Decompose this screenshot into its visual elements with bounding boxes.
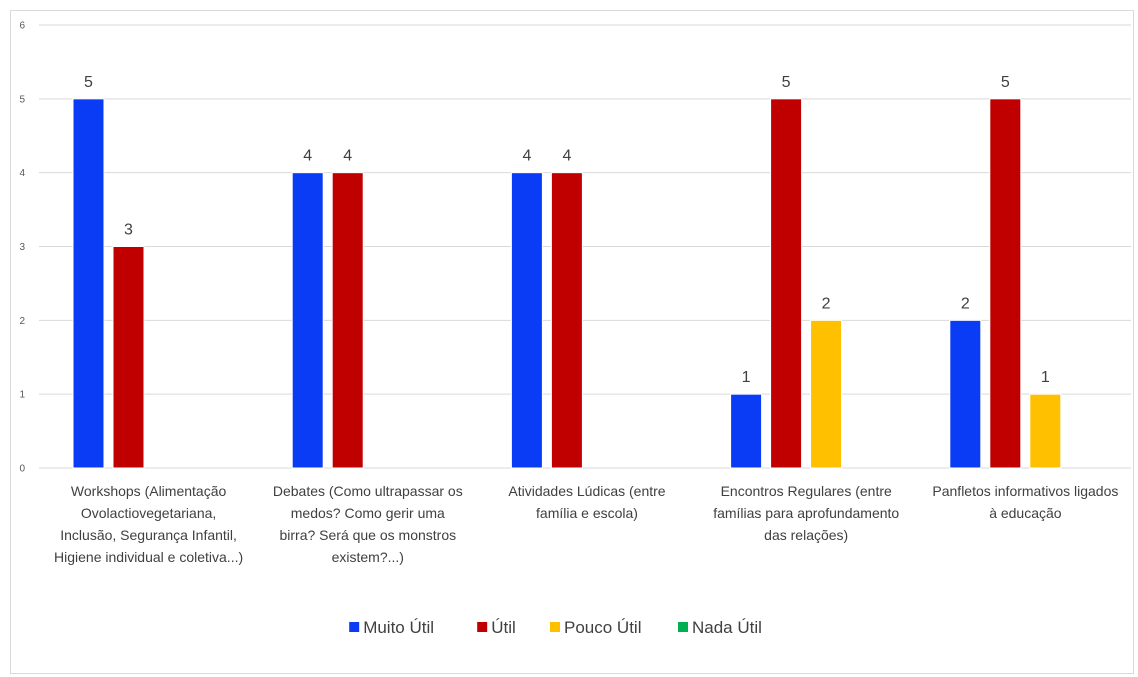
bar xyxy=(291,172,324,469)
bar xyxy=(989,98,1022,469)
bar xyxy=(331,172,364,469)
data-label: 1 xyxy=(1041,369,1050,386)
data-label: 4 xyxy=(522,148,531,165)
category-label-line: Higiene individual e coletiva...) xyxy=(54,549,243,565)
bar xyxy=(949,319,982,469)
y-tick-label: 5 xyxy=(19,94,25,105)
bars xyxy=(72,98,1062,469)
category-label-line: Atividades Lúdicas (entre xyxy=(508,483,665,499)
category-label-line: birra? Será que os monstros xyxy=(279,527,456,543)
category-label: Encontros Regulares (entre famílias para … xyxy=(713,483,899,543)
data-label: 5 xyxy=(1001,74,1010,91)
data-label: 5 xyxy=(84,74,93,91)
category-label-line: famílias para aprofundamento xyxy=(713,505,899,521)
legend-swatch xyxy=(678,622,688,632)
category-label-line: Encontros Regulares (entre xyxy=(721,483,892,499)
category-label-line: das relações) xyxy=(764,527,848,543)
category-label: Atividades Lúdicas (entre família e escol… xyxy=(508,483,665,521)
legend-label: Pouco Útil xyxy=(564,618,641,637)
bar xyxy=(1029,393,1062,469)
category-label: Debates (Como ultrapassar os medos? Como … xyxy=(273,483,463,565)
data-label: 3 xyxy=(124,222,133,239)
y-tick-label: 0 xyxy=(19,464,25,475)
bar xyxy=(810,319,843,469)
category-label: Workshops (Alimentação Ovolactiovegetaria… xyxy=(54,483,243,565)
y-tick-label: 4 xyxy=(19,168,25,179)
y-tick-label: 3 xyxy=(19,242,25,253)
category-label-line: família e escola) xyxy=(536,505,638,521)
data-label: 4 xyxy=(303,148,312,165)
chart-frame: 0 1 2 3 4 5 6 5 3 4 4 4 4 1 5 2 2 5 1 Workshops (Alimenta… xyxy=(10,10,1134,674)
legend-swatch xyxy=(550,622,560,632)
data-label: 1 xyxy=(742,369,751,386)
bar xyxy=(112,246,145,469)
category-label-line: existem?...) xyxy=(332,549,404,565)
data-label: 2 xyxy=(822,295,831,312)
category-label-line: Ovolactiovegetariana, xyxy=(81,505,216,521)
legend-swatch xyxy=(477,622,488,632)
bar xyxy=(770,98,803,469)
bar xyxy=(510,172,543,469)
data-label: 5 xyxy=(782,74,791,91)
legend-label: Nada Útil xyxy=(692,618,762,637)
category-label-line: Panfletos informativos ligados xyxy=(932,483,1118,499)
y-axis-ticks: 0 1 2 3 4 5 6 xyxy=(19,21,25,475)
data-labels: 5 3 4 4 4 4 1 5 2 2 5 1 xyxy=(84,74,1050,386)
category-label: Panfletos informativos ligados à educação xyxy=(932,483,1118,521)
category-label-line: Debates (Como ultrapassar os xyxy=(273,483,463,499)
category-label-line: medos? Como gerir uma xyxy=(291,505,445,521)
bar xyxy=(550,172,583,469)
legend-label: Muito Útil xyxy=(363,618,434,637)
legend-label: Útil xyxy=(491,618,516,637)
category-label-line: à educação xyxy=(989,505,1062,521)
y-tick-label: 1 xyxy=(19,390,25,401)
gridlines xyxy=(39,24,1131,469)
y-tick-label: 2 xyxy=(19,316,25,327)
y-tick-label: 6 xyxy=(19,21,25,32)
legend: Muito Útil Útil Pouco Útil Nada Útil xyxy=(349,618,762,637)
data-label: 4 xyxy=(562,148,571,165)
data-label: 4 xyxy=(343,148,352,165)
bar xyxy=(72,98,105,469)
category-label-line: Workshops (Alimentação xyxy=(71,483,227,499)
data-label: 2 xyxy=(961,295,970,312)
category-labels: Workshops (Alimentação Ovolactiovegetaria… xyxy=(54,483,1118,565)
category-label-line: Inclusão, Segurança Infantil, xyxy=(60,527,237,543)
legend-swatch xyxy=(349,622,360,632)
bar-chart: 0 1 2 3 4 5 6 5 3 4 4 4 4 1 5 2 2 5 1 Workshops (Alimenta… xyxy=(19,21,1131,637)
bar xyxy=(730,393,763,469)
